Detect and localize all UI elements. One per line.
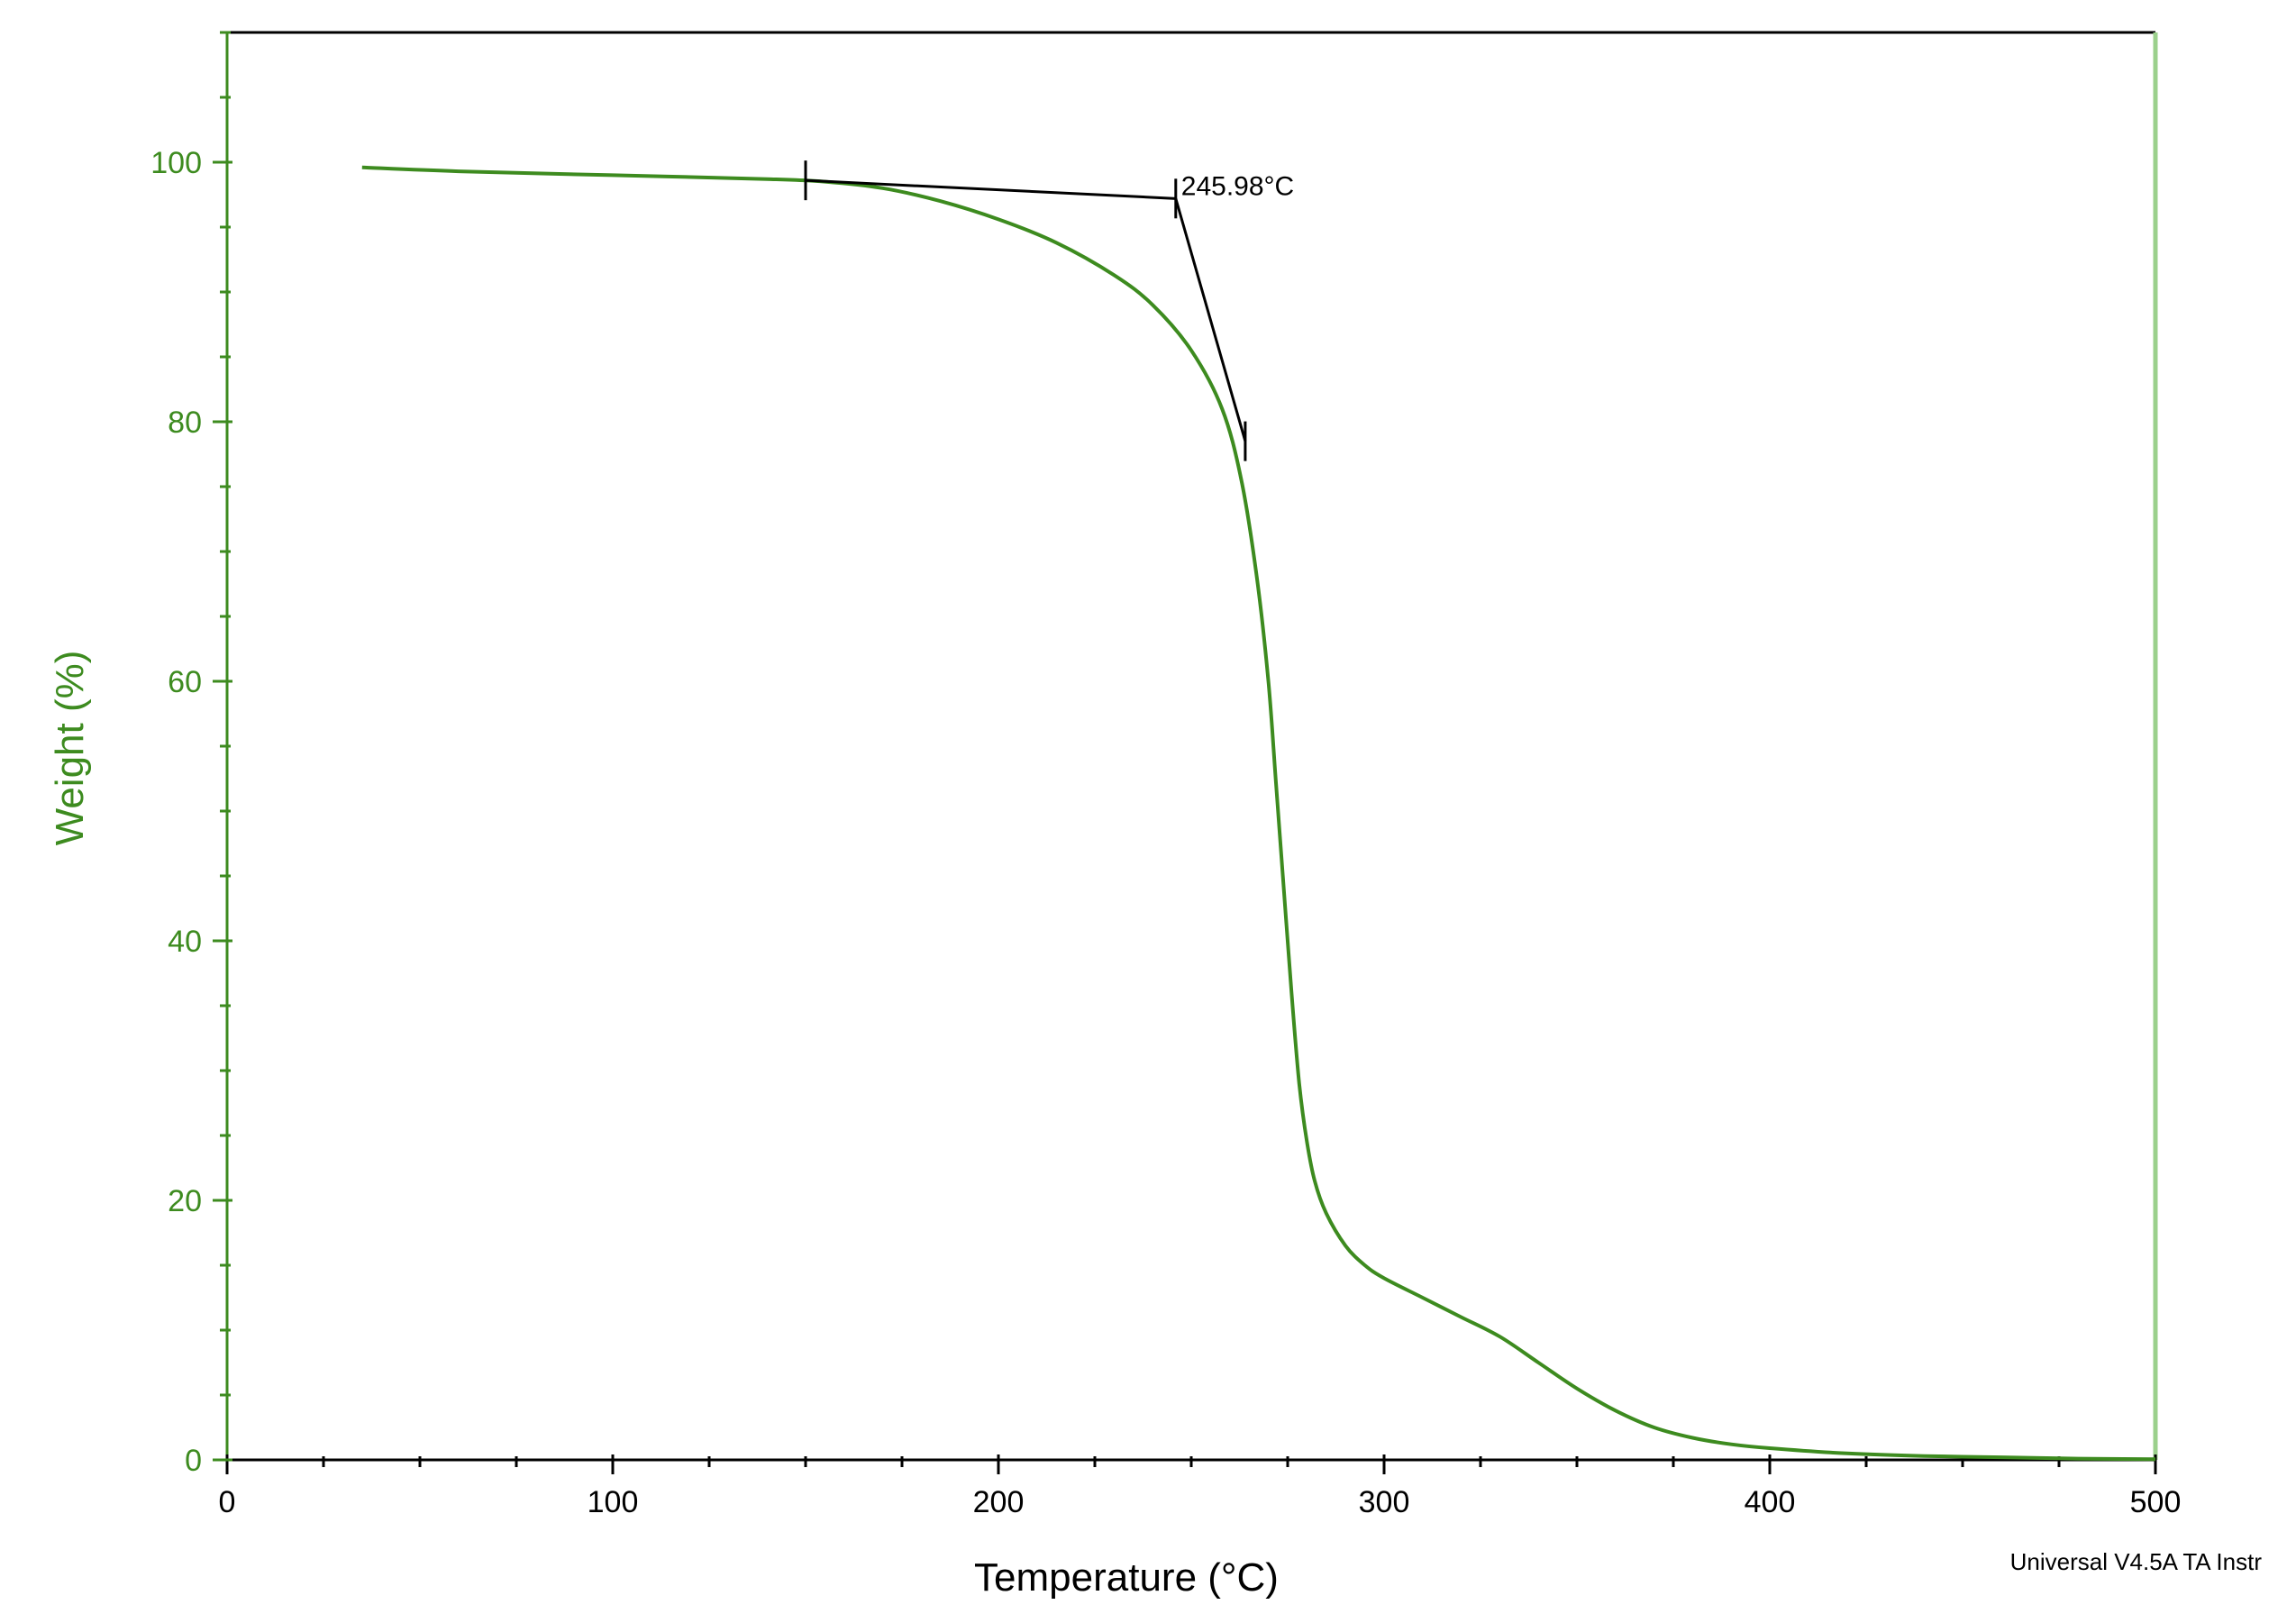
onset-temperature-label: 245.98°C bbox=[1181, 171, 1294, 201]
x-tick-label: 300 bbox=[1359, 1485, 1410, 1519]
tick-labels: 0 100 200 300 400 500 0 20 40 60 80 100 bbox=[150, 146, 2181, 1519]
x-tick-label: 500 bbox=[2130, 1485, 2182, 1519]
y-tick-label: 80 bbox=[168, 406, 202, 440]
y-axis-title: Weight (%) bbox=[48, 651, 92, 846]
y-tick-label: 60 bbox=[168, 665, 202, 699]
x-tick-label: 200 bbox=[973, 1485, 1025, 1519]
annotation-layer: 245.98°C bbox=[804, 160, 1294, 461]
weight-curve bbox=[361, 165, 2156, 1462]
y-tick-label: 0 bbox=[185, 1444, 202, 1478]
y-tick-label: 40 bbox=[168, 925, 202, 959]
minor-ticks bbox=[220, 31, 2061, 1467]
y-tick-label: 20 bbox=[168, 1184, 202, 1218]
series-layer bbox=[361, 165, 2156, 1462]
slope-tangent-line bbox=[1174, 197, 1247, 442]
x-tick-label: 0 bbox=[219, 1485, 236, 1519]
x-tick-label: 400 bbox=[1745, 1485, 1796, 1519]
y-tick-label: 100 bbox=[150, 146, 202, 180]
software-version-footer: Universal V4.5A TA Instr bbox=[2010, 1548, 2263, 1575]
x-tick-label: 100 bbox=[588, 1485, 639, 1519]
baseline-tangent-line bbox=[805, 178, 1176, 200]
x-axis-title: Temperature (°C) bbox=[974, 1555, 1279, 1600]
